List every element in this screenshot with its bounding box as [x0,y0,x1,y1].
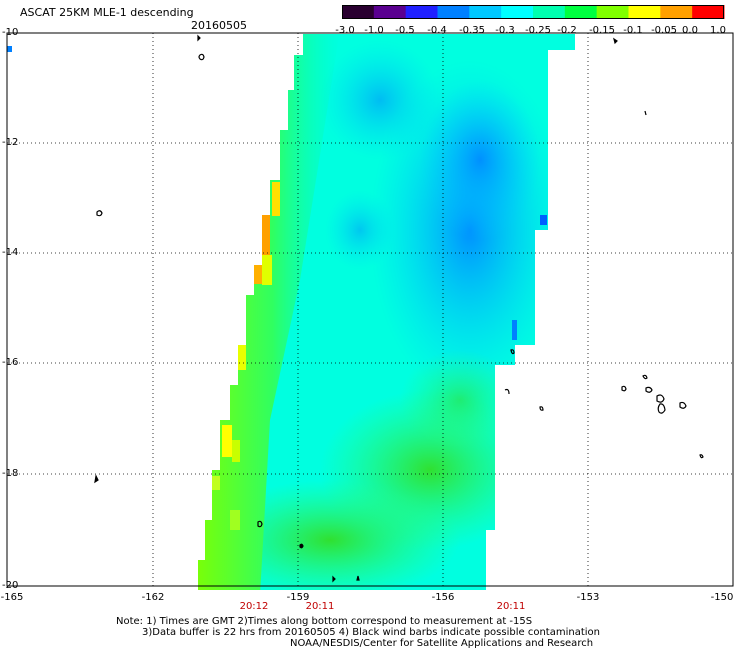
wind-swath [198,34,575,590]
colorbar-cell [564,5,598,19]
lon-tick-label: -162 [141,592,165,603]
map-frame [6,32,734,587]
colorbar-frame [342,5,724,19]
lon-tick-label: -159 [286,592,310,603]
colorbar-label: -0.2 [557,25,577,36]
colorbar-label: -0.4 [427,25,447,36]
lat-tick-label: -10 [2,27,19,38]
note-line-3: NOAA/NESDIS/Center for Satellite Applica… [290,638,594,649]
colorbar-label: -0.3 [495,25,515,36]
lon-tick-label: -156 [431,592,455,603]
colorbar-label: -0.25 [525,25,551,36]
lat-tick-label: -16 [2,357,19,368]
chart-date: 20160505 [191,19,247,32]
colorbar-label: -0.5 [395,25,415,36]
lat-tick-label: -20 [2,580,19,591]
colorbar-cell [596,5,629,19]
colorbar-cell [692,5,725,19]
time-label: 20:12 [239,601,269,612]
lon-tick-label: -165 [0,592,24,603]
colorbar-cells [342,5,725,19]
colorbar-cell [533,5,566,19]
colorbar-cell [405,5,438,19]
colorbar-cell [501,5,534,19]
colorbar-label: -0.05 [651,25,677,36]
lon-tick-label: -150 [710,592,734,603]
island-outlines [94,34,704,583]
colorbar-cell [469,5,502,19]
colorbar-label: -0.1 [623,25,643,36]
colorbar-cell [342,5,375,19]
colorbar-label: -0.35 [459,25,485,36]
note-line-2: 3)Data buffer is 22 hrs from 20160505 4)… [142,627,600,638]
colorbar-cell [373,5,407,19]
colorbar-cell [628,5,661,19]
note-line-1: Note: 1) Times are GMT 2)Times along bot… [116,616,533,627]
time-label: 20:11 [305,601,335,612]
chart-title: ASCAT 25KM MLE-1 descending [20,6,194,19]
colorbar-label: -3.0 [335,25,355,36]
lat-tick-label: -12 [2,137,19,148]
lat-tick-label: -18 [2,468,19,479]
colorbar-label: 1.0 [710,25,726,36]
colorbar-label: 0.0 [682,25,698,36]
lon-tick-label: -153 [576,592,600,603]
time-label: 20:11 [496,601,526,612]
colorbar-label: -1.0 [364,25,384,36]
lat-lon-grid [7,33,733,586]
colorbar-cell [437,5,470,19]
legend-marker [7,46,12,52]
colorbar-cell [660,5,693,19]
colorbar-label: -0.15 [589,25,615,36]
lat-tick-label: -14 [2,247,19,258]
